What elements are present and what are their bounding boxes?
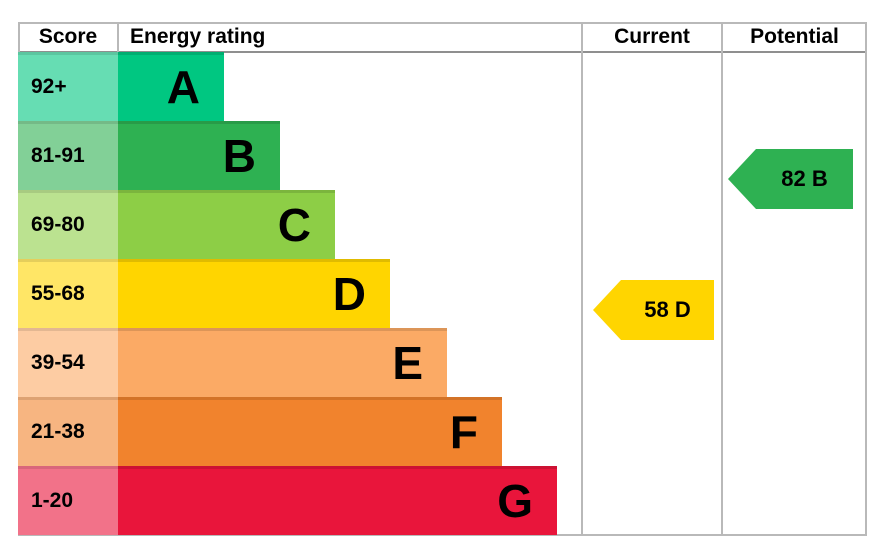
rating-bar-c: C — [118, 190, 335, 259]
band-row-a: 92+ A — [18, 52, 224, 121]
band-row-e: 39-54 E — [18, 328, 447, 397]
table-bottom-border — [18, 534, 867, 536]
score-cell-g: 1-20 — [18, 466, 118, 535]
score-cell-a: 92+ — [18, 52, 118, 121]
table-right-border — [865, 22, 867, 536]
band-letter-d: D — [332, 267, 366, 320]
band-row-d: 55-68 D — [18, 259, 390, 328]
potential-rating-arrow: 82 B — [728, 149, 853, 209]
band-letter-e: E — [392, 336, 423, 389]
score-range-b: 81-91 — [31, 143, 85, 167]
band-letter-a: A — [166, 60, 200, 113]
band-letter-f: F — [449, 405, 478, 458]
potential-column-header: Potential — [750, 25, 839, 48]
table-top-border — [18, 22, 867, 24]
rating-bar-d: D — [118, 259, 390, 328]
header-underline — [18, 51, 867, 53]
score-range-c: 69-80 — [31, 212, 85, 236]
score-range-a: 92+ — [31, 74, 67, 98]
score-range-f: 21-38 — [31, 419, 85, 443]
current-rating-arrow: 58 D — [593, 280, 714, 340]
current-column-divider — [581, 22, 583, 536]
score-range-g: 1-20 — [31, 488, 74, 512]
band-row-b: 81-91 B — [18, 121, 280, 190]
score-range-e: 39-54 — [31, 350, 85, 374]
score-range-d: 55-68 — [31, 281, 85, 305]
score-column-divider — [117, 22, 119, 52]
band-letter-b: B — [222, 129, 256, 182]
rating-bar-a: A — [118, 52, 224, 121]
rating-bar-e: E — [118, 328, 447, 397]
current-column-header: Current — [614, 25, 690, 48]
score-cell-d: 55-68 — [18, 259, 118, 328]
current-rating-label: 58 D — [644, 297, 691, 322]
band-letter-g: G — [497, 474, 533, 527]
score-cell-c: 69-80 — [18, 190, 118, 259]
band-row-c: 69-80 C — [18, 190, 335, 259]
score-cell-e: 39-54 — [18, 328, 118, 397]
score-column-header: Score — [38, 25, 98, 48]
score-cell-f: 21-38 — [18, 397, 118, 466]
band-row-f: 21-38 F — [18, 397, 502, 466]
potential-column-divider — [721, 22, 723, 536]
rating-bar-f: F — [118, 397, 502, 466]
rating-bar-g: G — [118, 466, 557, 535]
potential-rating-label: 82 B — [781, 166, 828, 191]
rating-bar-b: B — [118, 121, 280, 190]
score-cell-b: 81-91 — [18, 121, 118, 190]
band-letter-c: C — [277, 198, 311, 251]
energy-rating-column-header: Energy rating — [130, 25, 266, 48]
band-row-g: 1-20 G — [18, 466, 557, 535]
